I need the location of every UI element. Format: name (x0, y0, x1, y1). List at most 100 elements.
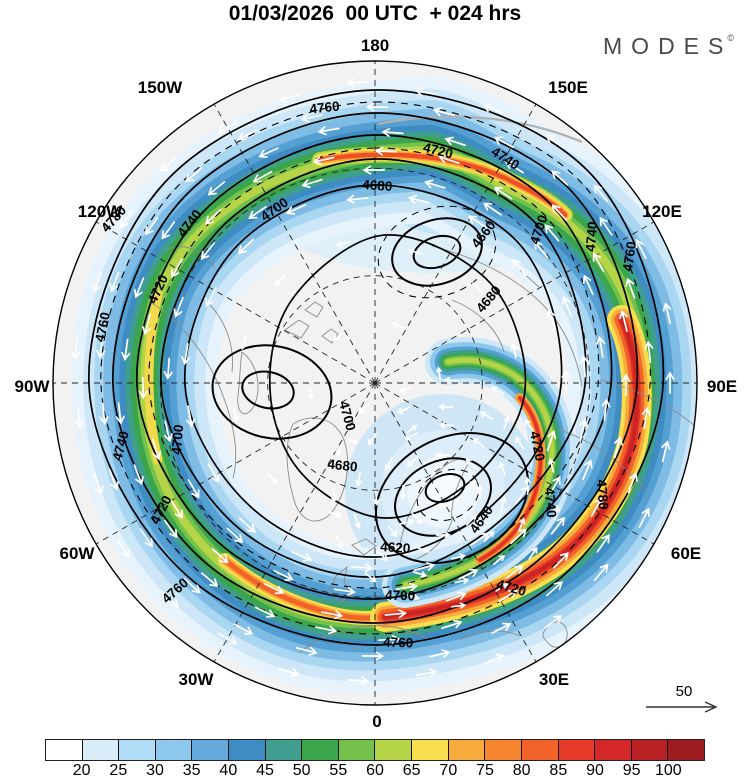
wind-arrow-icon (661, 440, 671, 463)
wind-arrow-icon (232, 407, 240, 423)
wind-arrow-icon (407, 194, 430, 204)
wind-arrow-icon (315, 625, 338, 635)
contour-label: 4720 (527, 430, 548, 463)
height-contours (88, 89, 665, 646)
modes-logo: MODES© (603, 33, 734, 60)
wind-arrow-icon (424, 179, 446, 189)
wind-arrow-icon (407, 248, 423, 255)
wind-arrow-icon (503, 415, 510, 431)
contour-label: 4760 (92, 311, 113, 344)
wind-arrow-icon (357, 403, 370, 415)
height-contour-dashed (100, 101, 651, 635)
wind-arrow-icon (546, 430, 557, 452)
wind-arrow-icon (278, 93, 300, 104)
wind-arrow-icon (346, 676, 370, 686)
colorbar-tick-label: 70 (439, 762, 458, 779)
wind-arrow-icon (405, 593, 421, 601)
compass-label-120w: 120W (78, 202, 123, 221)
contour-label: 4700 (169, 424, 187, 455)
wind-arrow-icon (492, 554, 506, 565)
wind-arrow-icon (152, 438, 162, 461)
wind-arrow-icon (436, 366, 442, 380)
wind-arrow-icon (285, 204, 307, 215)
wind-arrow-icon (476, 483, 484, 500)
wind-arrow-icon (551, 204, 568, 221)
colorbar-cell (301, 740, 338, 760)
wind-arrow-icon (662, 302, 672, 325)
compass-label-90w: 90W (15, 377, 51, 396)
wind-arrow-icon (510, 343, 518, 359)
wind-arrow-icon (414, 87, 437, 97)
wind-arrow-icon (205, 287, 217, 308)
colorbar-tick-label: 65 (402, 762, 421, 779)
colorbar-tick-label: 25 (109, 762, 128, 779)
colorbar-tick-label: 90 (586, 762, 604, 779)
wind-arrow-icon (625, 277, 636, 299)
wind-arrow-icon (248, 205, 267, 220)
height-contour (183, 184, 563, 558)
wind-arrow-icon (593, 563, 609, 582)
wind-arrow-icon (500, 496, 507, 512)
compass-label-180: 180 (361, 36, 389, 55)
wind-arrow-icon (434, 451, 451, 459)
wind-arrow-icon (273, 570, 294, 582)
longitude-line (374, 103, 537, 384)
wind-arrow-icon (579, 418, 589, 441)
wind-arrow-icon (593, 184, 609, 202)
wind-arrow-icon (186, 405, 196, 428)
longitude-line (374, 221, 655, 384)
wind-arrow-icon (406, 424, 418, 434)
contour-label: 4700 (385, 587, 416, 603)
wind-arrow-icon (465, 514, 478, 526)
wind-arrow-icon (579, 354, 589, 378)
wind-arrow-icon (301, 178, 323, 189)
colorbar-tick-label: 75 (476, 762, 494, 779)
compass-label-30w: 30W (179, 670, 215, 689)
wind-arrow-icon (524, 418, 535, 432)
wind-arrow-icon (641, 406, 651, 430)
wind-arrow-icon (258, 147, 279, 159)
compass-label-150e: 150E (548, 78, 588, 97)
colorbar-cell (337, 740, 375, 760)
wind-arrow-icon (398, 386, 414, 394)
wind-arrow-icon (399, 484, 407, 501)
modes-logo-mark: © (727, 33, 734, 43)
wind-arrow-icon (327, 511, 343, 518)
wind-arrow-icon (553, 504, 560, 520)
wind-arrow-icon (404, 432, 419, 441)
compass-label-150w: 150W (138, 78, 183, 97)
wind-arrow-icon (395, 582, 419, 592)
closed-height-contour (377, 205, 497, 299)
colorbar-cell (264, 740, 302, 760)
colorbar-cell (154, 740, 192, 760)
longitude-line (374, 382, 537, 663)
wind-arrow-icon (561, 295, 572, 317)
wind-arrow-icon (353, 514, 361, 529)
wind-arrow-icon (495, 583, 509, 592)
wind-arrow-icon (490, 386, 505, 395)
contour-label: 4780 (594, 479, 612, 510)
wind-arrow-icon (263, 583, 285, 595)
height-contour (112, 112, 639, 624)
wind-arrow-icon (346, 437, 359, 445)
wind-arrow-icon (71, 337, 81, 360)
wind-arrow-icon (590, 497, 603, 517)
wind-arrow-icon (364, 572, 377, 583)
wind-arrow-icon (355, 471, 362, 487)
wind-arrow-icon (138, 376, 148, 400)
wind-arrow-icon (483, 530, 495, 543)
wind-arrow-icon (170, 499, 183, 519)
longitude-line (374, 382, 655, 545)
wind-arrow-icon (512, 258, 527, 277)
colorbar-cell (594, 740, 631, 760)
wind-arrow-icon (406, 456, 419, 468)
wind-arrow-icon (644, 340, 654, 364)
wind-arrow-icon (505, 565, 524, 580)
colorbar-cell (630, 740, 668, 760)
colorbar-tick-label: 60 (366, 762, 384, 779)
colorbar-ticks: 20 25 30 35 40 45 50 55 60 65 70 75 80 85 90 95 100 (45, 761, 705, 782)
wind-arrow-icon (548, 475, 561, 496)
wind-arrow-icon (185, 167, 203, 183)
contour-label: 4760 (620, 240, 639, 272)
